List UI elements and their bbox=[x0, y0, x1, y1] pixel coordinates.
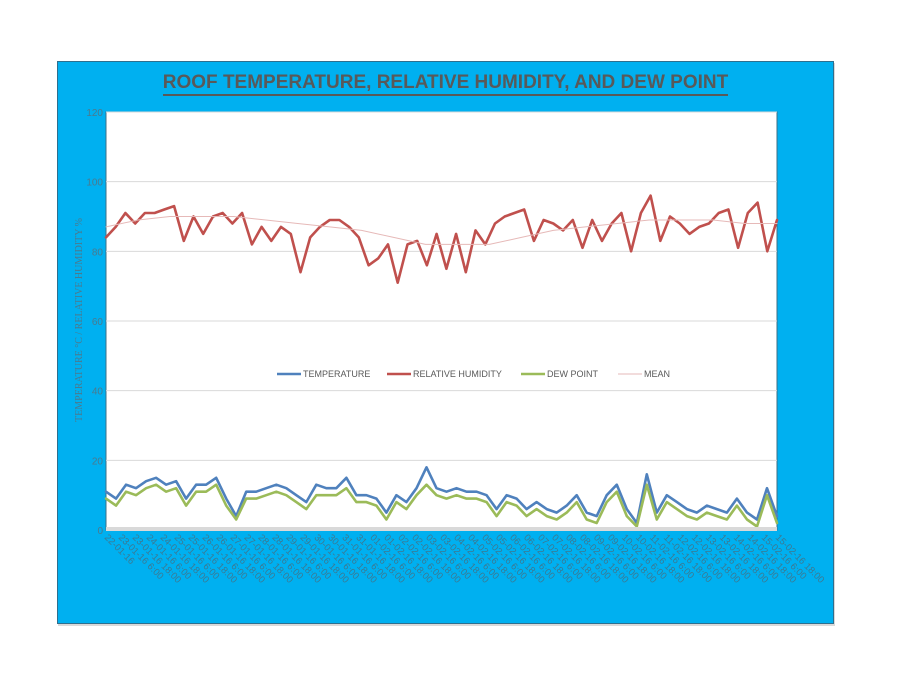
legend-label: TEMPERATURE bbox=[303, 369, 370, 379]
chart-title: ROOF TEMPERATURE, RELATIVE HUMIDITY, AND… bbox=[57, 72, 834, 96]
y-axis-ticks: 0 20 40 60 80 100 120 bbox=[86, 108, 103, 537]
y-tick-label: 0 bbox=[97, 526, 103, 537]
y-tick-label: 20 bbox=[92, 456, 104, 467]
series-mean bbox=[105, 216, 778, 245]
legend-label: MEAN bbox=[644, 369, 670, 379]
legend-label: RELATIVE HUMIDITY bbox=[413, 369, 502, 379]
legend: TEMPERATURE RELATIVE HUMIDITY DEW POINT MEA… bbox=[277, 369, 670, 379]
series-temperature bbox=[104, 465, 779, 525]
y-tick-label: 120 bbox=[86, 108, 103, 119]
series-lines bbox=[104, 194, 779, 528]
y-tick-label: 100 bbox=[86, 178, 103, 189]
series-dew-point bbox=[104, 483, 779, 528]
chart-title-text: ROOF TEMPERATURE, RELATIVE HUMIDITY, AND… bbox=[162, 72, 729, 96]
y-tick-label: 40 bbox=[92, 387, 104, 398]
x-axis-baseline bbox=[106, 527, 777, 531]
series-relative-humidity bbox=[104, 194, 779, 285]
y-tick-label: 80 bbox=[92, 247, 104, 258]
y-axis-label: TEMPERATURE °C / RELATIVE HUMIDITY % bbox=[74, 218, 85, 422]
y-tick-label: 60 bbox=[92, 317, 104, 328]
legend-label: DEW POINT bbox=[547, 369, 599, 379]
